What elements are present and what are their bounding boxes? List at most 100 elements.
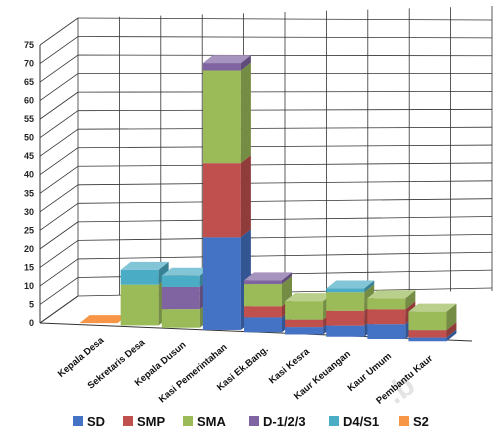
bar-front — [161, 286, 200, 310]
bar-front — [285, 319, 324, 328]
bar-segment — [285, 293, 334, 320]
bar-front — [285, 327, 324, 335]
bar-side — [405, 290, 416, 310]
legend-label: S2 — [413, 414, 429, 429]
bar-segment — [202, 62, 251, 164]
bar-top — [408, 303, 457, 312]
bar-front — [408, 311, 447, 331]
gridline-side — [39, 203, 79, 231]
bar-front — [326, 310, 365, 326]
legend-swatch — [183, 416, 193, 426]
legend: SD SMP SMA D-1/2/3 D4/S1 S2 — [73, 414, 429, 429]
y-tick-label: 35 — [24, 188, 34, 198]
gridline-side — [39, 184, 79, 213]
y-tick-label: 30 — [24, 207, 34, 217]
legend-item: S2 — [399, 414, 429, 429]
bar-side — [446, 329, 457, 342]
bar-segment — [202, 229, 251, 330]
bar-segment — [367, 290, 416, 310]
y-tick-label: 20 — [24, 244, 34, 254]
gridline-side — [39, 17, 79, 46]
bar-front — [367, 324, 406, 340]
bar-side — [446, 322, 457, 338]
bar-front — [202, 163, 241, 238]
bar-segment — [120, 261, 169, 285]
legend-item: SMP — [123, 414, 166, 429]
bar-top — [120, 261, 169, 270]
legend-swatch — [73, 416, 83, 426]
y-tick-label: 60 — [24, 96, 34, 106]
y-tick-label: 75 — [24, 40, 34, 50]
legend-swatch — [249, 416, 259, 426]
y-tick-label: 50 — [24, 133, 34, 143]
bar-front — [326, 292, 365, 311]
gridline-side — [39, 221, 79, 250]
legend-swatch — [123, 416, 133, 426]
gridlines — [39, 6, 493, 324]
bar-segment — [244, 272, 292, 285]
bar-side — [240, 155, 251, 238]
gridline-side — [39, 165, 79, 194]
bar-top — [326, 280, 375, 289]
bar-front — [408, 337, 447, 342]
bar-side — [364, 280, 375, 293]
gridline-side — [39, 240, 79, 268]
bar-top — [285, 293, 334, 302]
bar-segment — [202, 55, 251, 71]
y-tick-label: 70 — [24, 59, 34, 69]
gridline-side — [39, 147, 79, 176]
y-tick-label: 10 — [24, 281, 34, 291]
bar-front — [120, 269, 159, 285]
legend-label: SD — [87, 414, 105, 429]
legend-swatch — [329, 416, 339, 426]
gridline-side — [39, 110, 79, 138]
bar-front — [120, 284, 159, 326]
bar-top — [161, 267, 210, 276]
bar-front — [326, 288, 365, 293]
bar-front — [202, 70, 241, 164]
y-tick-label: 0 — [29, 318, 34, 328]
legend-label: SMA — [197, 414, 227, 429]
y-tick-label: 15 — [24, 262, 34, 272]
legend-item: D4/S1 — [329, 414, 379, 429]
gridline-side — [39, 258, 79, 287]
gridline-side — [39, 36, 79, 64]
gridline-side — [39, 73, 79, 101]
bar-top — [202, 55, 251, 64]
bar-side — [446, 303, 457, 331]
bar-front — [367, 298, 406, 310]
legend-item: D-1/2/3 — [249, 414, 306, 429]
y-tick-label: 45 — [24, 151, 34, 161]
legend-label: D-1/2/3 — [263, 414, 306, 429]
y-tick-label: 25 — [24, 225, 34, 235]
legend-item: SMA — [183, 414, 227, 429]
bar-front — [326, 325, 365, 337]
bar-segment — [326, 280, 375, 293]
gridline-side — [39, 277, 79, 305]
bar-front — [202, 63, 241, 71]
bar-front — [285, 301, 324, 320]
bar-front — [244, 284, 282, 307]
bar-side — [240, 62, 251, 164]
legend-label: SMP — [137, 414, 166, 429]
legend-swatch — [399, 416, 409, 426]
y-tick-label: 40 — [24, 170, 34, 180]
bar-side — [240, 55, 251, 71]
bar-front — [367, 309, 406, 325]
bar-segment — [161, 267, 210, 287]
x-tick-label: Kasi Kesra — [267, 346, 312, 386]
bar-front — [161, 309, 200, 328]
gridline-side — [39, 128, 79, 157]
floor-edge — [39, 295, 79, 324]
bars — [79, 55, 457, 342]
bar-top — [244, 272, 292, 281]
gridline-side — [39, 91, 79, 120]
bar-front — [244, 317, 282, 333]
legend-label: D4/S1 — [343, 414, 379, 429]
y-tick-label: 65 — [24, 77, 34, 87]
bar-front — [202, 237, 241, 330]
bar-side — [158, 261, 169, 285]
bar-front — [244, 306, 282, 318]
bar-empty — [79, 315, 128, 324]
